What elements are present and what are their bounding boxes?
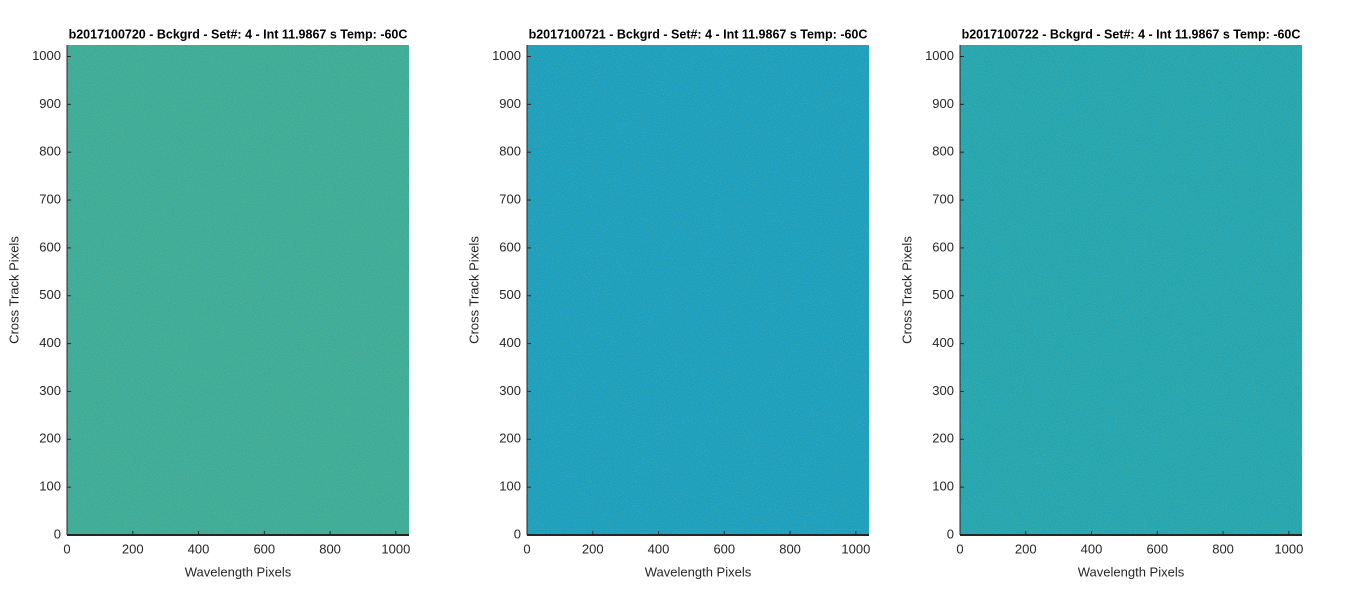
x-tick-label: 200 <box>1015 541 1037 556</box>
x-tick-label: 200 <box>582 541 604 556</box>
x-tick-label: 800 <box>319 541 341 556</box>
y-tick-label: 100 <box>932 479 954 494</box>
x-tick-label: 600 <box>713 541 735 556</box>
y-tick-label: 100 <box>499 479 521 494</box>
y-tick-label: 400 <box>932 335 954 350</box>
y-tick-label: 200 <box>39 431 61 446</box>
y-tick-label: 0 <box>947 526 954 541</box>
y-tick-label: 500 <box>932 287 954 302</box>
x-tick-label: 1000 <box>1274 541 1303 556</box>
image-texture <box>67 45 409 535</box>
y-tick-label: 800 <box>499 144 521 159</box>
x-tick-label: 200 <box>122 541 144 556</box>
y-tick-label: 0 <box>514 526 521 541</box>
y-axis-label: Cross Track Pixels <box>6 236 21 344</box>
y-tick-label: 300 <box>39 383 61 398</box>
y-tick-label: 200 <box>932 431 954 446</box>
x-tick-label: 0 <box>63 541 70 556</box>
x-tick-label: 1000 <box>841 541 870 556</box>
y-tick-label: 700 <box>932 191 954 206</box>
y-tick-label: 600 <box>39 239 61 254</box>
y-tick-label: 600 <box>499 239 521 254</box>
x-tick-label: 600 <box>253 541 275 556</box>
chart-title: b2017100722 - Bckgrd - Set#: 4 - Int 11.… <box>962 27 1301 41</box>
y-tick-label: 300 <box>932 383 954 398</box>
x-axis-label: Wavelength Pixels <box>645 564 752 579</box>
chart-title: b2017100720 - Bckgrd - Set#: 4 - Int 11.… <box>69 27 408 41</box>
x-tick-label: 400 <box>1081 541 1103 556</box>
x-tick-label: 800 <box>779 541 801 556</box>
image-texture <box>960 45 1302 535</box>
y-tick-label: 500 <box>39 287 61 302</box>
y-tick-label: 900 <box>932 96 954 111</box>
chart-title: b2017100721 - Bckgrd - Set#: 4 - Int 11.… <box>529 27 868 41</box>
y-tick-label: 700 <box>499 191 521 206</box>
y-tick-label: 0 <box>54 526 61 541</box>
y-tick-label: 300 <box>499 383 521 398</box>
x-tick-label: 400 <box>648 541 670 556</box>
y-axis-label: Cross Track Pixels <box>899 236 914 344</box>
image-texture <box>527 45 869 535</box>
x-tick-label: 0 <box>956 541 963 556</box>
y-tick-label: 900 <box>39 96 61 111</box>
x-axis-label: Wavelength Pixels <box>185 564 292 579</box>
y-axis-label: Cross Track Pixels <box>466 236 481 344</box>
x-tick-label: 800 <box>1212 541 1234 556</box>
y-tick-label: 1000 <box>32 48 61 63</box>
y-tick-label: 600 <box>932 239 954 254</box>
y-tick-label: 400 <box>499 335 521 350</box>
x-tick-label: 400 <box>188 541 210 556</box>
y-tick-label: 200 <box>499 431 521 446</box>
y-tick-label: 500 <box>499 287 521 302</box>
y-tick-label: 1000 <box>925 48 954 63</box>
y-tick-label: 100 <box>39 479 61 494</box>
y-tick-label: 700 <box>39 191 61 206</box>
y-tick-label: 800 <box>932 144 954 159</box>
x-axis-label: Wavelength Pixels <box>1078 564 1185 579</box>
x-tick-label: 0 <box>523 541 530 556</box>
x-tick-label: 600 <box>1146 541 1168 556</box>
y-tick-label: 800 <box>39 144 61 159</box>
x-tick-label: 1000 <box>381 541 410 556</box>
y-tick-label: 400 <box>39 335 61 350</box>
y-tick-label: 1000 <box>492 48 521 63</box>
y-tick-label: 900 <box>499 96 521 111</box>
